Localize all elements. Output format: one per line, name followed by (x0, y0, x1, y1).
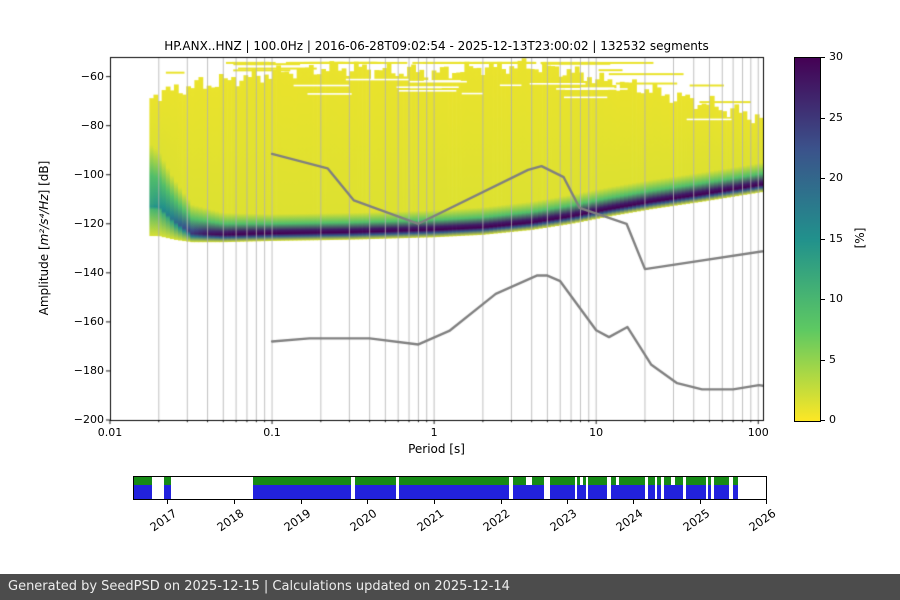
availability-segment-top (732, 477, 739, 485)
y-tick-label: −100 (73, 167, 104, 181)
colorbar-tick (821, 299, 825, 300)
availability-segment-bottom (713, 485, 730, 499)
y-axis-label: Amplitude [m²/s⁴/Hz] [dB] (37, 161, 51, 316)
y-tick-label: −80 (80, 118, 104, 132)
availability-segment-bottom (252, 485, 351, 499)
availability-year-tick (300, 500, 302, 504)
y-axis-label-part: Amplitude [ (37, 245, 51, 316)
colorbar-tick (821, 238, 825, 240)
colorbar-tick-label: 30 (829, 50, 843, 63)
x-tick-label: 0.01 (97, 426, 123, 439)
availability-segment-top (354, 477, 396, 485)
availability-year-tick (566, 500, 568, 504)
availability-top-row-gap (579, 477, 584, 485)
y-tick-label: −200 (73, 413, 104, 426)
availability-segment-top (588, 477, 608, 485)
footer-bar: Generated by SeedPSD on 2025-12-15 | Cal… (0, 574, 900, 600)
availability-segment-bottom (577, 485, 586, 499)
x-axis-label: Period [s] (408, 442, 465, 456)
y-axis-label-part: ] [dB] (37, 160, 51, 195)
availability-segment-top (713, 477, 730, 485)
availability-segment-bottom (708, 485, 711, 499)
colorbar-tick (821, 117, 825, 119)
availability-segment-top (134, 477, 152, 485)
y-axis-label-math: m²/s⁴/Hz (37, 194, 51, 246)
availability-segment-top (708, 477, 711, 485)
availability-year-tick (233, 500, 235, 504)
availability-year-tick (766, 500, 767, 504)
availability-segment-bottom (685, 485, 706, 499)
y-tick-label: −60 (80, 69, 104, 83)
y-tick-label: −120 (73, 216, 104, 230)
availability-top-row-gap (615, 477, 620, 485)
x-tick-label: 10 (589, 426, 604, 439)
availability-segment-top (610, 477, 646, 485)
availability-segment-bottom (663, 485, 684, 499)
y-tick-label: −160 (73, 314, 104, 328)
availability-segment-top (685, 477, 706, 485)
availability-year-tick (167, 500, 169, 504)
colorbar-tick-label: 10 (829, 292, 843, 305)
availability-bar (133, 476, 767, 500)
availability-segment-top (252, 477, 351, 485)
availability-year-label: 2019 (280, 506, 313, 535)
availability-year-label: 2026 (746, 506, 779, 535)
availability-year-label: 2022 (480, 506, 513, 535)
availability-year-label: 2025 (680, 506, 713, 535)
availability-segment-top (163, 477, 171, 485)
availability-year-tick (434, 500, 436, 504)
y-tick-label: −140 (73, 265, 104, 279)
availability-year-tick (633, 500, 635, 504)
colorbar-unit-label: [%] (853, 227, 867, 249)
availability-year-label: 2023 (546, 506, 579, 535)
availability-segment-top (648, 477, 655, 485)
colorbar-tick-label: 5 (829, 352, 836, 366)
colorbar-gradient (795, 58, 820, 421)
availability-segment-bottom (588, 485, 608, 499)
x-tick-label: 1 (430, 426, 438, 439)
availability-segment-bottom (550, 485, 575, 499)
availability-segment-bottom (610, 485, 646, 499)
colorbar-tick (821, 178, 825, 179)
availability-year-tick (367, 500, 369, 504)
availability-year-label: 2020 (347, 506, 380, 535)
availability-year-label: 2024 (613, 506, 646, 535)
colorbar-tick-label: 0 (829, 413, 836, 426)
y-tick-label: −180 (73, 363, 104, 377)
colorbar-tick (821, 420, 825, 421)
availability-segment-bottom (163, 485, 171, 499)
footer-text: Generated by SeedPSD on 2025-12-15 | Cal… (8, 579, 510, 594)
ppsd-heatmap-canvas (90, 44, 780, 434)
availability-year-label: 2021 (414, 506, 447, 535)
colorbar-tick-label: 25 (829, 110, 843, 124)
availability-segment-bottom (648, 485, 655, 499)
availability-segment-bottom (657, 485, 662, 499)
availability-segment-bottom (732, 485, 739, 499)
availability-year-tick (700, 500, 702, 504)
x-tick-label: 100 (747, 426, 769, 439)
availability-segment-bottom (354, 485, 396, 499)
availability-segment-bottom (398, 485, 510, 499)
availability-top-row-gap (525, 477, 533, 485)
colorbar (794, 57, 821, 422)
x-tick-label: 0.1 (263, 426, 281, 439)
availability-segment-top (657, 477, 662, 485)
colorbar-tick (821, 57, 825, 58)
availability-year-label: 2017 (147, 506, 180, 535)
availability-segment-bottom (512, 485, 545, 499)
colorbar-tick-label: 20 (829, 171, 843, 184)
availability-segment-top (398, 477, 510, 485)
colorbar-tick (821, 359, 825, 361)
availability-segment-top (550, 477, 575, 485)
availability-year-label: 2018 (213, 506, 246, 535)
availability-year-tick (500, 500, 502, 504)
colorbar-tick-label: 15 (829, 231, 843, 245)
availability-top-row-gap (671, 477, 675, 485)
availability-segment-bottom (134, 485, 152, 499)
